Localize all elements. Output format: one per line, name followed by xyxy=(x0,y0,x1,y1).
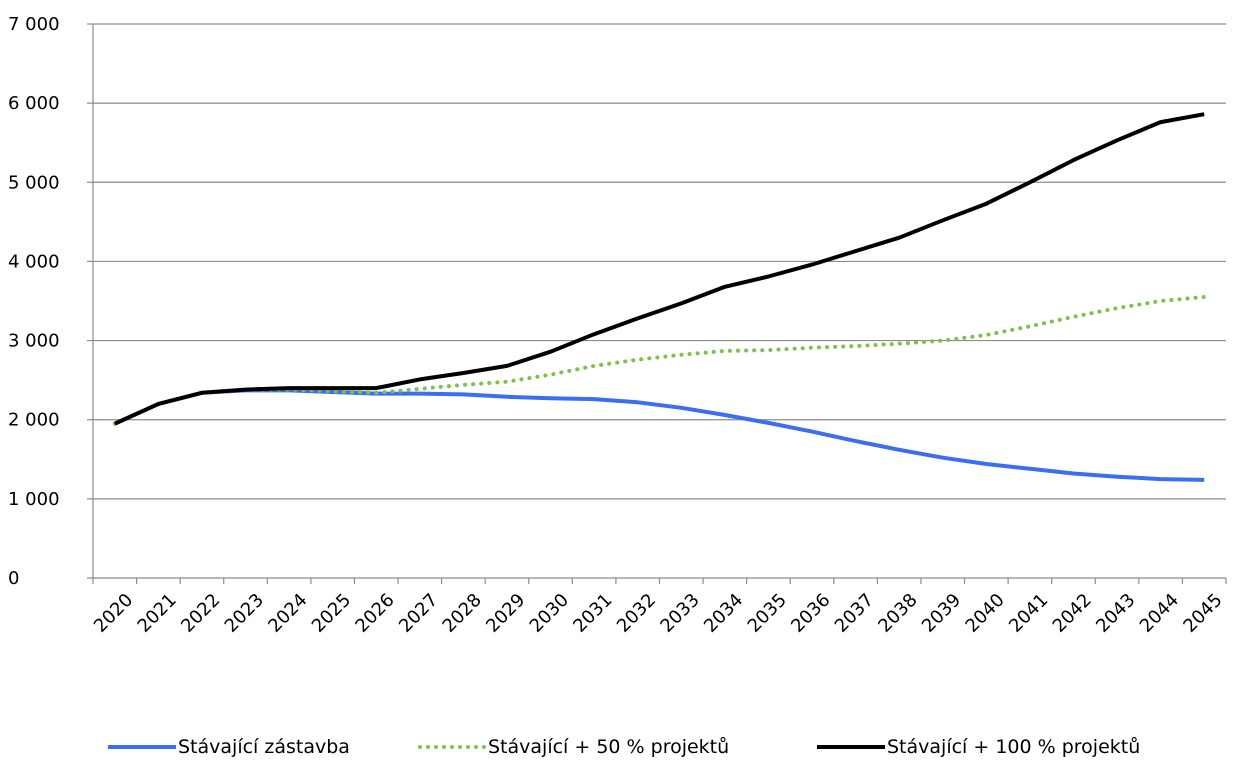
x-tick-label: 2039 xyxy=(918,590,965,637)
legend-label-series-2: Stávající + 50 % projektů xyxy=(488,736,730,758)
x-tick-label: 2023 xyxy=(221,590,268,637)
y-tick-label: 1 000 xyxy=(8,489,60,510)
series-line-3 xyxy=(113,112,1205,426)
x-tick-label: 2037 xyxy=(831,590,878,637)
x-tick-label: 2040 xyxy=(962,590,1009,637)
series-line-1 xyxy=(113,388,1205,482)
y-tick-label: 3 000 xyxy=(8,331,60,352)
legend-swatch-series-1 xyxy=(108,745,176,749)
x-tick-label: 2025 xyxy=(308,590,355,637)
x-tick-label: 2022 xyxy=(177,590,224,637)
x-tick-label: 2033 xyxy=(656,590,703,637)
x-tick-label: 2031 xyxy=(569,590,616,637)
y-tick-label: 0 xyxy=(8,568,19,589)
legend-item-series-1: Stávající zástavba xyxy=(108,732,350,762)
x-tick-label: 2042 xyxy=(1049,590,1096,637)
chart-plot-area: 0 1 000 2 000 3 000 4 000 5 000 6 000 7 000 2020… xyxy=(8,14,1227,637)
x-tick-label: 2029 xyxy=(482,590,529,637)
x-tick-label: 2032 xyxy=(613,590,660,637)
x-tick-label: 2030 xyxy=(526,590,573,637)
x-tick-label: 2045 xyxy=(1179,590,1226,637)
legend-swatch-series-3 xyxy=(817,745,885,749)
y-tick-label: 6 000 xyxy=(8,93,60,114)
y-tick-label: 4 000 xyxy=(8,251,60,272)
x-tick-label: 2035 xyxy=(744,590,791,637)
y-tick-label: 5 000 xyxy=(8,172,60,193)
x-tick-label: 2044 xyxy=(1136,590,1183,637)
legend-label-series-1: Stávající zástavba xyxy=(178,736,350,758)
x-tick-label: 2043 xyxy=(1092,590,1139,637)
x-tick-label: 2024 xyxy=(264,590,311,637)
legend-swatch-series-2 xyxy=(418,745,486,749)
x-tick-label: 2028 xyxy=(439,590,486,637)
x-tick-label: 2027 xyxy=(395,590,442,637)
y-tick-label: 7 000 xyxy=(8,14,60,35)
x-tick-label: 2041 xyxy=(1005,590,1052,637)
x-tick-label: 2036 xyxy=(787,590,834,637)
y-tick-label: 2 000 xyxy=(8,410,60,431)
chart-legend: Stávající zástavba Stávající + 50 % proj… xyxy=(0,732,1237,762)
x-tick-label: 2034 xyxy=(700,590,747,637)
legend-item-series-2: Stávající + 50 % projektů xyxy=(418,732,729,762)
x-tick-label: 2021 xyxy=(134,590,181,637)
legend-item-series-3: Stávající + 100 % projektů xyxy=(817,732,1140,762)
x-tick-label: 2026 xyxy=(351,590,398,637)
x-tick-label: 2020 xyxy=(90,590,137,637)
x-tick-label: 2038 xyxy=(874,590,921,637)
legend-label-series-3: Stávající + 100 % projektů xyxy=(887,736,1141,758)
